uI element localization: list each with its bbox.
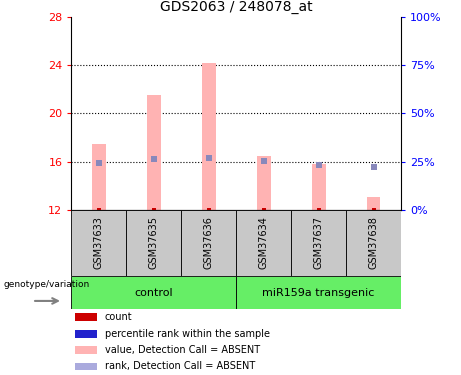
Bar [291, 210, 346, 276]
Bar [126, 210, 181, 276]
Text: GSM37633: GSM37633 [94, 216, 104, 269]
Bar [236, 210, 291, 276]
Bar [71, 210, 126, 276]
Bar [75, 330, 97, 338]
Bar [257, 156, 271, 210]
Bar [236, 276, 401, 309]
Text: miR159a transgenic: miR159a transgenic [262, 288, 375, 297]
Bar [181, 210, 236, 276]
Text: rank, Detection Call = ABSENT: rank, Detection Call = ABSENT [105, 362, 255, 372]
Bar [75, 363, 97, 370]
Bar [346, 210, 401, 276]
Bar [92, 144, 106, 210]
Bar [202, 63, 216, 210]
Text: GSM37635: GSM37635 [149, 216, 159, 269]
Title: GDS2063 / 248078_at: GDS2063 / 248078_at [160, 0, 313, 15]
Text: genotype/variation: genotype/variation [4, 280, 90, 289]
Text: value, Detection Call = ABSENT: value, Detection Call = ABSENT [105, 345, 260, 355]
Bar [75, 346, 97, 354]
Text: GSM37634: GSM37634 [259, 216, 269, 269]
Text: control: control [135, 288, 173, 297]
Text: GSM37637: GSM37637 [313, 216, 324, 269]
Text: GSM37638: GSM37638 [369, 216, 378, 269]
Bar [367, 197, 380, 210]
Text: count: count [105, 312, 132, 322]
Bar [312, 164, 325, 210]
Text: GSM37636: GSM37636 [204, 216, 214, 269]
Bar [147, 95, 161, 210]
Bar [71, 276, 236, 309]
Text: percentile rank within the sample: percentile rank within the sample [105, 328, 270, 339]
Bar [75, 314, 97, 321]
